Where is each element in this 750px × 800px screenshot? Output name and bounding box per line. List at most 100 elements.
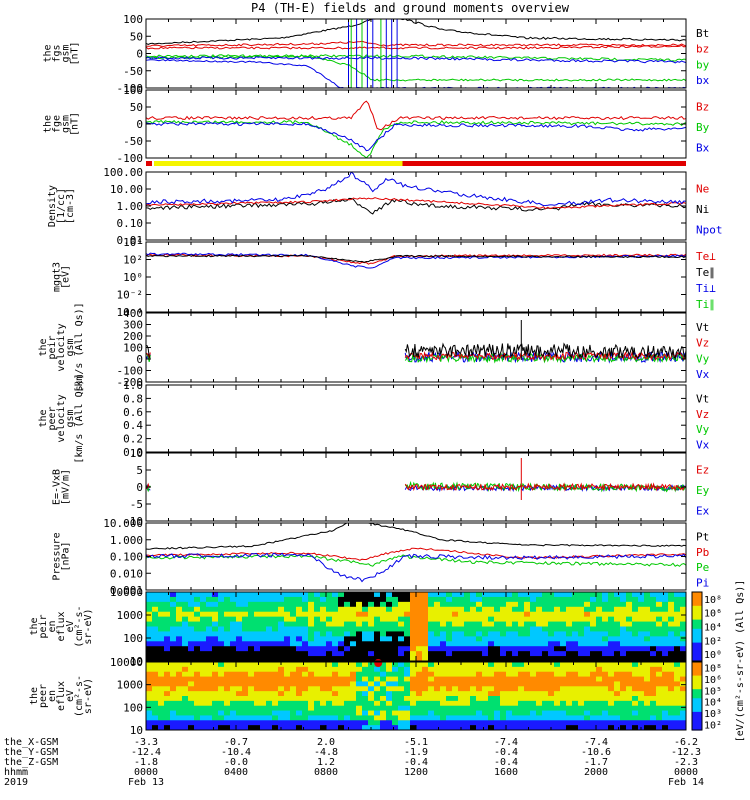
- ion-spectrogram-cell: [224, 616, 231, 623]
- colorbar-ion: [692, 658, 702, 662]
- electron-spectrogram-cell: [272, 710, 279, 717]
- electron-spectrogram-cell: [266, 700, 273, 707]
- ion-spectrogram-cell: [590, 611, 597, 618]
- ion-spectrogram-cell: [152, 601, 159, 608]
- ion-spectrogram-cell: [302, 601, 309, 608]
- electron-spectrogram-cell: [506, 686, 513, 692]
- electron-spectrogram-cell: [362, 686, 369, 692]
- electron-spectrogram-cell: [374, 686, 381, 692]
- ion-spectrogram-cell: [158, 646, 165, 652]
- electron-spectrogram-cell: [410, 696, 417, 702]
- electron-spectrogram-cell: [572, 696, 579, 702]
- electron-spectrogram-cell: [176, 705, 183, 712]
- electron-spectrogram-cell: [152, 686, 159, 692]
- electron-spectrogram-cell: [374, 710, 381, 717]
- electron-spectrogram-cell: [332, 725, 339, 730]
- ion-spectrogram-cell: [584, 626, 591, 633]
- electron-spectrogram-cell: [680, 725, 686, 730]
- ion-spectrogram-cell: [332, 636, 339, 642]
- ion-spectrogram-cell: [230, 641, 237, 647]
- electron-spectrogram-cell: [650, 710, 657, 717]
- ion-spectrogram-cell: [344, 611, 351, 618]
- ion-spectrogram-cell: [278, 651, 285, 657]
- electron-spectrogram-cell: [170, 710, 177, 717]
- electron-spectrogram-cell: [260, 705, 267, 712]
- electron-spectrogram-cell: [248, 671, 255, 678]
- electron-spectrogram-cell: [302, 676, 309, 683]
- electron-spectrogram-cell: [518, 686, 525, 692]
- y-tick-label: 0.10: [117, 217, 144, 230]
- ion-spectrogram-cell: [422, 592, 429, 598]
- electron-spectrogram-cell: [278, 681, 285, 687]
- ion-spectrogram-cell: [626, 641, 633, 647]
- ion-spectrogram-cell: [434, 631, 441, 637]
- electron-spectrogram-cell: [362, 671, 369, 678]
- ion-spectrogram-cell: [302, 651, 309, 657]
- ion-spectrogram-cell: [152, 611, 159, 618]
- electron-spectrogram-cell: [548, 720, 555, 726]
- ion-spectrogram-cell: [464, 641, 471, 647]
- ion-spectrogram-cell: [632, 631, 639, 637]
- ion-spectrogram-cell: [386, 651, 393, 657]
- electron-spectrogram-cell: [296, 700, 303, 707]
- colorbar-electron: [692, 698, 702, 702]
- electron-spectrogram-cell: [386, 666, 393, 673]
- electron-spectrogram-cell: [482, 662, 489, 668]
- electron-spectrogram-cell: [482, 676, 489, 683]
- ion-spectrogram-cell: [446, 631, 453, 637]
- ion-spectrogram-cell: [218, 646, 225, 652]
- electron-spectrogram-cell: [434, 705, 441, 712]
- electron-spectrogram-cell: [332, 671, 339, 678]
- ion-spectrogram-cell: [482, 596, 489, 603]
- electron-spectrogram-cell: [260, 662, 267, 668]
- ion-spectrogram-cell: [188, 596, 195, 603]
- ion-spectrogram-cell: [566, 606, 573, 613]
- ion-spectrogram-cell: [224, 601, 231, 608]
- electron-spectrogram-cell: [152, 676, 159, 683]
- ion-spectrogram-cell: [416, 626, 423, 633]
- ion-spectrogram-cell: [416, 636, 423, 642]
- electron-spectrogram-cell: [170, 696, 177, 702]
- ion-spectrogram-cell: [254, 601, 261, 608]
- ion-spectrogram-cell: [530, 651, 537, 657]
- electron-spectrogram-cell: [182, 720, 189, 726]
- electron-spectrogram-cell: [218, 686, 225, 692]
- electron-spectrogram-cell: [428, 676, 435, 683]
- electron-spectrogram-cell: [578, 676, 585, 683]
- electron-spectrogram-cell: [284, 725, 291, 730]
- electron-spectrogram-cell: [446, 681, 453, 687]
- electron-spectrogram-cell: [518, 671, 525, 678]
- electron-spectrogram-cell: [356, 676, 363, 683]
- ion-spectrogram-cell: [536, 631, 543, 637]
- electron-spectrogram-cell: [596, 700, 603, 707]
- electron-spectrogram-cell: [176, 710, 183, 717]
- ion-spectrogram-cell: [152, 646, 159, 652]
- ion-spectrogram-cell: [500, 596, 507, 603]
- electron-spectrogram-cell: [338, 671, 345, 678]
- electron-spectrogram-cell: [284, 666, 291, 673]
- ion-spectrogram-cell: [320, 641, 327, 647]
- y-tick-label: 10: [130, 655, 143, 668]
- ion-spectrogram-cell: [242, 621, 249, 628]
- ion-spectrogram-cell: [296, 631, 303, 637]
- ion-spectrogram-cell: [674, 592, 681, 598]
- electron-spectrogram-cell: [200, 700, 207, 707]
- ion-spectrogram-cell: [512, 651, 519, 657]
- colorbar-label-text: [eV/(cm²-s-sr-eV) (All Qs)]: [735, 580, 746, 743]
- ion-spectrogram-cell: [536, 616, 543, 623]
- electron-spectrogram-cell: [428, 715, 435, 721]
- electron-spectrogram-cell: [158, 705, 165, 712]
- electron-spectrogram-cell: [338, 686, 345, 692]
- colorbar-ion: [692, 635, 702, 639]
- y-axis-label: peir: [38, 614, 49, 638]
- ion-spectrogram-cell: [302, 621, 309, 628]
- electron-spectrogram-cell: [656, 666, 663, 673]
- electron-spectrogram-cell: [182, 696, 189, 702]
- electron-spectrogram-cell: [386, 715, 393, 721]
- panel-ion-spectrogram-plot: [146, 592, 686, 661]
- electron-spectrogram-cell: [416, 691, 423, 697]
- electron-spectrogram-cell: [332, 666, 339, 673]
- ion-spectrogram-cell: [596, 596, 603, 603]
- ion-spectrogram-cell: [344, 631, 351, 637]
- electron-spectrogram-cell: [302, 681, 309, 687]
